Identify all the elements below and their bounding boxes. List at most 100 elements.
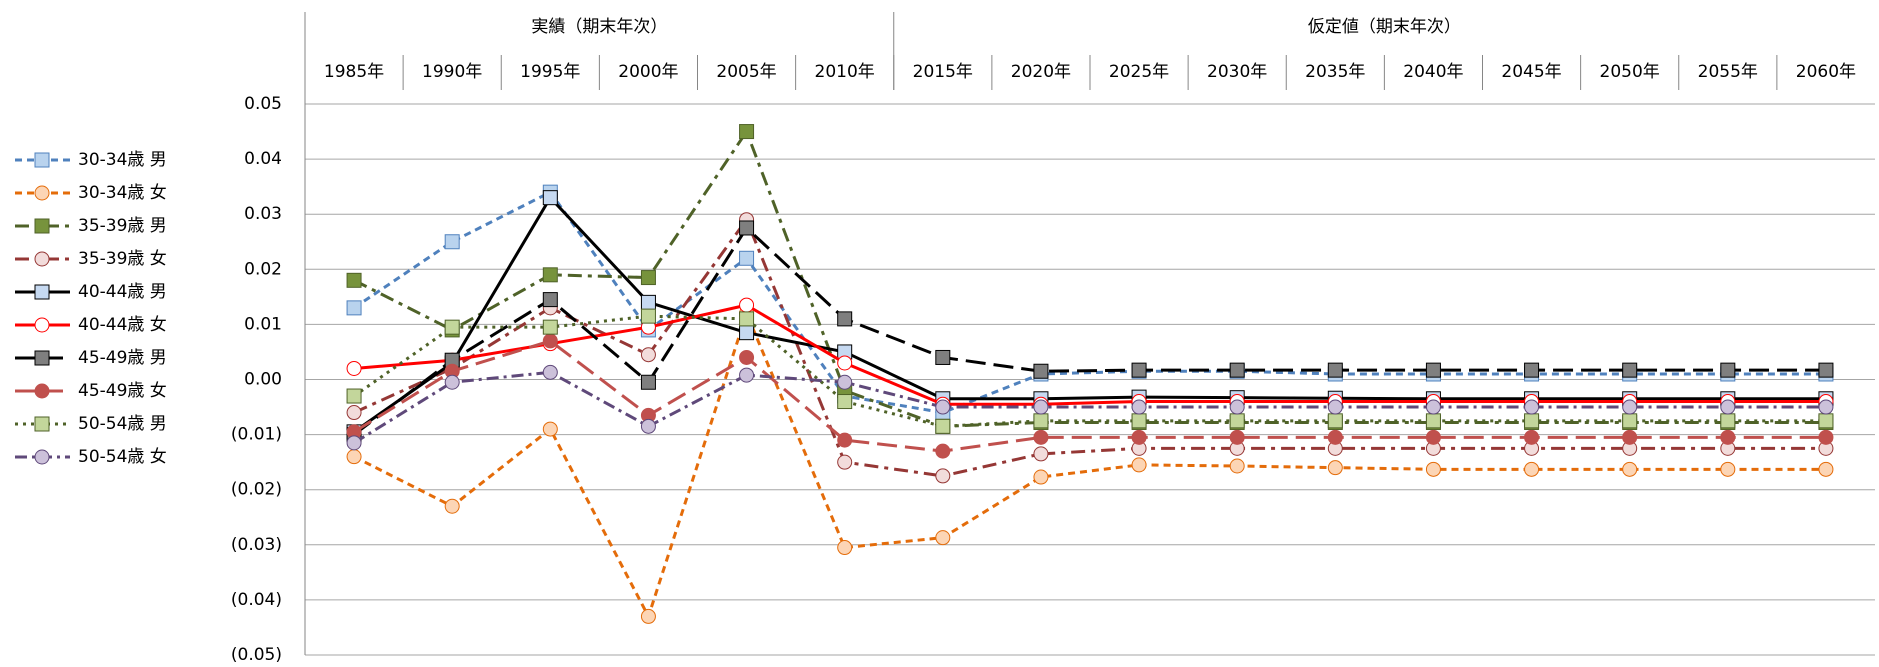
marker: [346, 435, 362, 451]
marker: [1720, 399, 1736, 415]
series-line: [353, 196, 1826, 434]
marker: [1818, 413, 1834, 429]
marker: [640, 374, 656, 390]
marker: [1229, 362, 1245, 378]
marker: [837, 454, 853, 470]
group-label: 仮定値（期末年次）: [1308, 17, 1461, 37]
legend-marker: [34, 383, 50, 399]
marker: [935, 468, 951, 484]
series-line: [353, 190, 1826, 415]
marker: [640, 270, 656, 286]
legend-marker: [34, 185, 50, 201]
series-line: [353, 314, 1826, 428]
marker: [1818, 429, 1834, 445]
marker: [640, 294, 656, 310]
x-tick-label: 2045年: [1501, 62, 1561, 82]
x-tick-label: 1995年: [520, 62, 580, 82]
y-tick-label: (0.03): [231, 535, 282, 555]
marker: [1818, 461, 1834, 477]
marker: [1524, 461, 1540, 477]
x-tick-label: 2060年: [1796, 62, 1856, 82]
y-tick-label: 0.00: [244, 370, 282, 390]
series-line: [353, 311, 1826, 618]
legend-marker: [34, 152, 50, 168]
marker: [1033, 363, 1049, 379]
y-tick-label: (0.05): [231, 645, 282, 665]
marker: [640, 608, 656, 624]
legend-label: 50-54歳 女: [78, 447, 167, 467]
marker: [346, 405, 362, 421]
series-line: [353, 303, 1826, 406]
marker: [837, 355, 853, 371]
legend-label: 30-34歳 女: [78, 183, 167, 203]
marker: [739, 220, 755, 236]
marker: [1033, 413, 1049, 429]
marker: [542, 333, 558, 349]
marker: [935, 443, 951, 459]
legend-label: 45-49歳 女: [78, 381, 167, 401]
marker: [1524, 362, 1540, 378]
y-tick-label: (0.01): [231, 425, 282, 445]
marker: [1524, 429, 1540, 445]
marker: [1131, 399, 1147, 415]
marker: [542, 364, 558, 380]
marker: [837, 432, 853, 448]
legend-label: 35-39歳 男: [78, 216, 167, 236]
marker: [346, 300, 362, 316]
marker: [1327, 362, 1343, 378]
legend-label: 35-39歳 女: [78, 249, 167, 269]
marker: [1720, 429, 1736, 445]
legend-marker: [34, 350, 50, 366]
x-tick-label: 2030年: [1207, 62, 1267, 82]
marker: [1622, 461, 1638, 477]
y-tick-label: (0.04): [231, 590, 282, 610]
marker: [640, 347, 656, 363]
marker: [444, 498, 460, 514]
series-line: [353, 130, 1826, 428]
marker: [444, 319, 460, 335]
x-tick-label: 2000年: [618, 62, 678, 82]
marker: [1622, 399, 1638, 415]
y-tick-label: 0.01: [244, 314, 282, 334]
marker: [739, 349, 755, 365]
legend-marker: [34, 284, 50, 300]
marker: [739, 124, 755, 140]
x-tick-label: 2035年: [1305, 62, 1365, 82]
marker: [542, 292, 558, 308]
marker: [1131, 413, 1147, 429]
marker: [1033, 429, 1049, 445]
marker: [1425, 413, 1441, 429]
marker: [935, 530, 951, 546]
x-tick-label: 2015年: [913, 62, 973, 82]
marker: [1131, 457, 1147, 473]
x-tick-label: 2055年: [1698, 62, 1758, 82]
legend-marker: [34, 251, 50, 267]
marker: [1229, 399, 1245, 415]
marker: [739, 367, 755, 383]
x-tick-label: 2040年: [1403, 62, 1463, 82]
legend-label: 50-54歳 男: [78, 414, 167, 434]
legend-marker: [34, 416, 50, 432]
marker: [1818, 362, 1834, 378]
marker: [1229, 458, 1245, 474]
marker: [640, 418, 656, 434]
marker: [1425, 399, 1441, 415]
marker: [837, 311, 853, 327]
marker: [1425, 429, 1441, 445]
marker: [346, 449, 362, 465]
marker: [1033, 469, 1049, 485]
marker: [1327, 429, 1343, 445]
marker: [640, 308, 656, 324]
marker: [346, 360, 362, 376]
x-tick-label: 2025年: [1109, 62, 1169, 82]
marker: [1033, 446, 1049, 462]
marker: [837, 394, 853, 410]
marker: [346, 272, 362, 288]
marker: [542, 421, 558, 437]
marker: [1720, 461, 1736, 477]
marker: [1327, 399, 1343, 415]
legend-marker: [34, 317, 50, 333]
marker: [1229, 429, 1245, 445]
legend-label: 45-49歳 男: [78, 348, 167, 368]
